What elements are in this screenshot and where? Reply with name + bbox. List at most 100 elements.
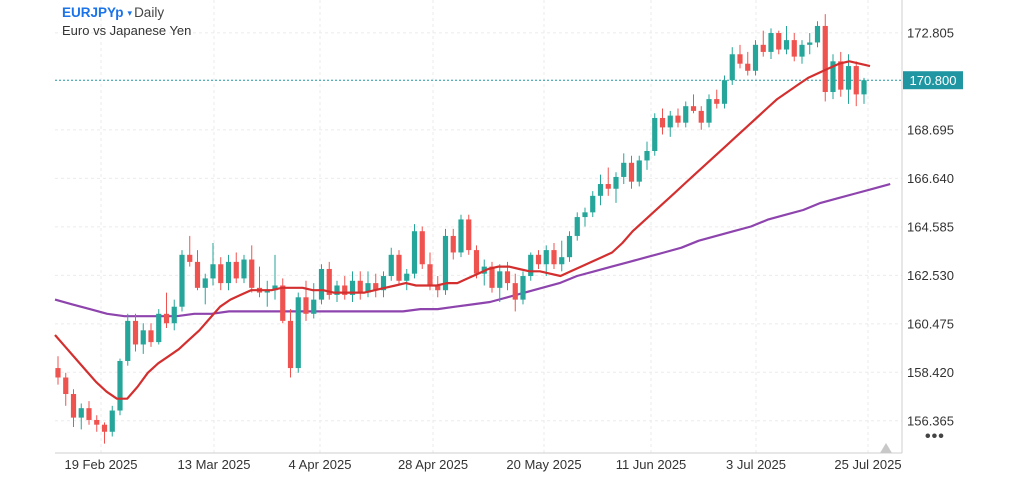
candle-body [636,160,642,182]
candle-body [311,299,317,314]
y-tick-label: 172.805 [907,25,954,40]
fast-moving-average-line [54,60,871,400]
chevron-down-icon[interactable]: ▾ [127,8,133,18]
x-tick-label: 3 Jul 2025 [726,457,786,472]
candle-body [644,151,650,161]
candle-body [318,268,325,300]
x-tick-label: 13 Mar 2025 [178,457,251,472]
candle-body [559,257,565,265]
candle-body [109,410,115,432]
candle-body [822,25,828,93]
y-tick-label: 158.420 [907,365,954,380]
candle-body [94,419,100,425]
candle-body [489,266,495,288]
candle-body [117,360,123,411]
candle-body [148,330,154,343]
candle-body [783,40,790,50]
candle-body [132,320,139,345]
candle-body [574,217,580,236]
candle-body [334,285,340,295]
candle-body [140,330,146,345]
candle-body [706,99,712,123]
candle-body [690,106,697,111]
candle-body [745,63,751,71]
candle-body [365,283,371,293]
candle-body [210,264,216,279]
candle-body [249,259,255,288]
x-tick-label: 4 Apr 2025 [289,457,352,472]
candle-body [388,254,394,277]
candle-body [473,250,480,274]
candle-body [458,219,464,253]
chart-header: EURJPYp ▾ Daily Euro vs Japanese Yen [62,5,191,39]
candle-body [86,408,92,420]
candle-body [326,268,332,295]
candle-body [404,273,410,281]
slow-moving-average-line [54,182,891,318]
candle-body [737,54,743,64]
candle-body [450,235,456,253]
candle-body [597,184,604,196]
candle-body [202,278,208,288]
candle-body [721,80,728,104]
candle-body [799,44,805,57]
candle-body [791,40,797,57]
candle-body [861,80,867,95]
candle-body [101,424,108,432]
candle-body [303,297,309,314]
candle-body [241,259,247,279]
candle-body [55,368,61,378]
candle-body [667,115,673,128]
current-price-label: 170.800 [910,73,957,88]
candle-body [543,250,549,265]
candle-body [512,283,518,300]
candle-body [814,25,821,43]
candle-body [807,42,813,45]
current-price-badge [903,71,963,90]
candle-body [156,313,162,343]
candle-body [520,276,526,300]
candle-body [659,117,666,128]
candle-body [504,271,511,284]
candle-body [830,61,836,93]
candle-body [698,110,704,123]
candle-body [396,254,402,281]
candle-body [590,195,596,213]
candle-body [70,394,77,418]
instrument-description: Euro vs Japanese Yen [62,23,192,38]
candle-body [683,106,689,123]
candle-body [287,320,294,369]
candle-body [442,235,449,291]
candle-body [551,250,557,265]
symbol-selector[interactable]: EURJPYp [62,5,124,20]
candle-body [853,66,859,95]
candle-body [171,306,177,324]
candle-body [675,115,681,123]
x-tick-label: 19 Feb 2025 [64,457,137,472]
candle-body [652,117,658,151]
candle-body [535,254,542,265]
x-tick-label: 11 Jun 2025 [616,457,687,472]
timeframe-label[interactable]: Daily [134,5,165,20]
candle-body [760,44,766,52]
candle-body [528,254,534,277]
more-options-icon[interactable]: ••• [925,428,945,445]
candle-body [582,212,588,218]
candle-body [179,254,185,307]
candle-body [621,162,627,177]
candle-body [225,261,232,284]
candle-body [78,408,84,418]
candle-body [264,290,270,293]
candle-body [566,235,573,258]
candle-body [280,285,286,321]
candle-body [187,254,193,262]
candle-body [466,219,472,251]
candle-body [357,280,363,293]
x-tick-label: 20 May 2025 [506,457,581,472]
candle-body [342,285,348,295]
candle-body [419,231,425,265]
y-tick-label: 160.475 [907,316,954,331]
candle-body [729,54,735,81]
